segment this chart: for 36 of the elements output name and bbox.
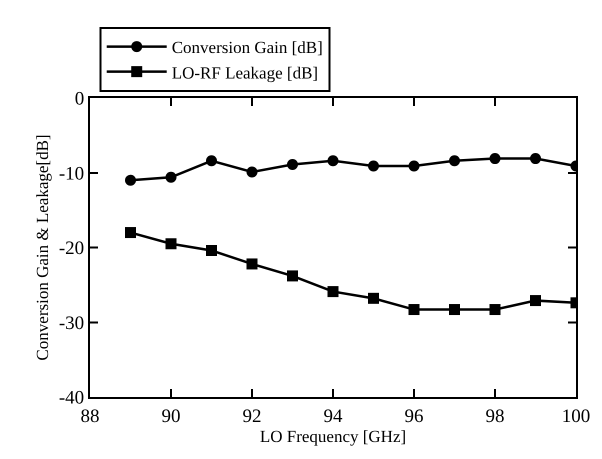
x-tick-label: 100 — [562, 406, 590, 427]
x-tick-label: 90 — [162, 406, 180, 427]
point — [206, 244, 217, 256]
y-tick-label: -10 — [58, 163, 84, 184]
x-axis-title: LO Frequency [GHz] — [260, 426, 406, 446]
legend-label: LO-RF Leakage [dB] — [172, 63, 318, 82]
point — [166, 172, 176, 183]
point — [246, 166, 258, 178]
point — [490, 304, 500, 316]
point — [328, 155, 338, 166]
point — [368, 160, 379, 172]
point — [125, 227, 136, 238]
point — [246, 258, 258, 270]
point — [449, 155, 460, 166]
y-tick-label: 0 — [74, 88, 84, 110]
point — [408, 304, 420, 316]
legend-label: Conversion Gain [dB] — [172, 38, 323, 58]
point — [368, 292, 379, 304]
point — [449, 304, 460, 316]
x-tick-label: 98 — [486, 406, 504, 427]
point — [490, 153, 500, 164]
x-tick-label: 92 — [242, 406, 262, 427]
point — [530, 153, 541, 164]
point — [328, 286, 338, 298]
point — [530, 295, 541, 306]
point — [166, 238, 176, 250]
point — [125, 174, 136, 186]
point — [206, 155, 217, 166]
y-axis-title: Conversion Gain & Leakage[dB] — [32, 134, 52, 361]
point — [287, 270, 298, 282]
x-tick-label: 94 — [324, 406, 343, 427]
x-tick-label: 96 — [404, 406, 424, 427]
point — [287, 159, 298, 170]
y-tick-label: -30 — [58, 312, 84, 334]
point — [408, 160, 420, 172]
y-tick-label: -20 — [58, 238, 84, 260]
